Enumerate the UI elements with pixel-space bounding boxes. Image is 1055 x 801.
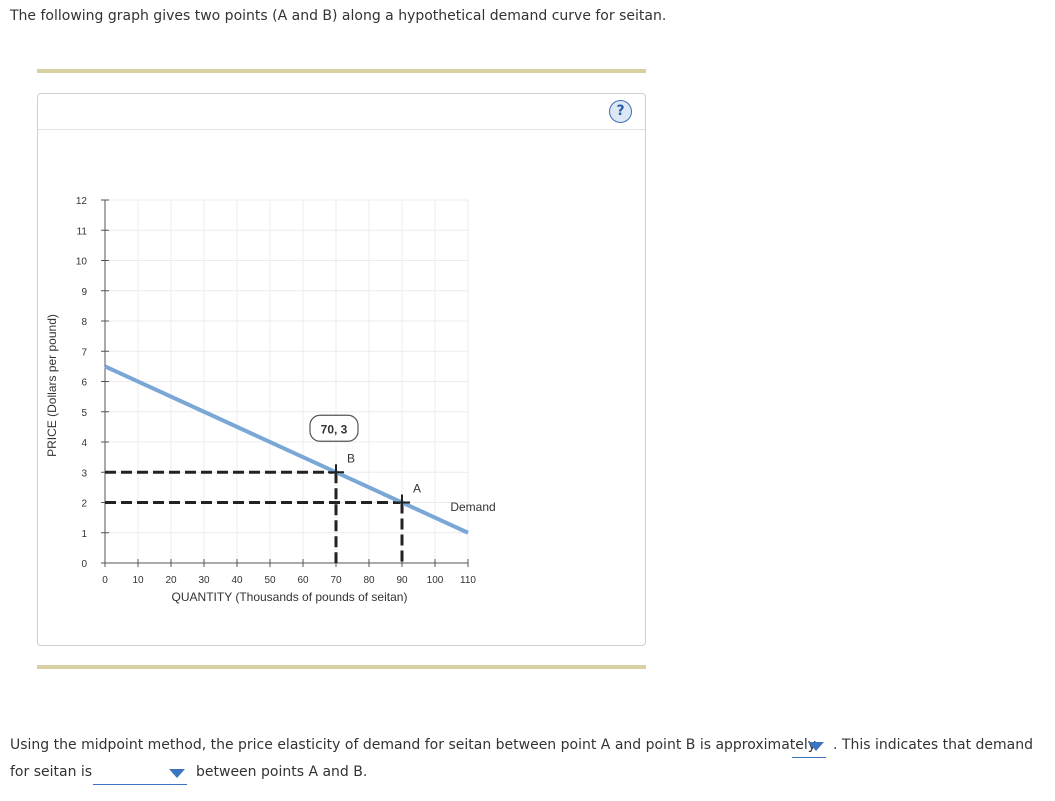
- question-line-1: Using the midpoint method, the price ela…: [10, 737, 816, 753]
- tooltip-bubble: [309, 414, 359, 442]
- elasticity-dropdown[interactable]: [792, 737, 826, 758]
- x-tick-label: 30: [198, 575, 210, 586]
- chevron-down-icon: [169, 769, 185, 778]
- tooltip-text: 70, 3: [321, 422, 348, 436]
- question-part-1: Using the midpoint method, the price ela…: [10, 737, 817, 753]
- y-tick-label: 2: [81, 499, 87, 510]
- x-tick-label: 80: [363, 575, 375, 586]
- bottom-divider: [37, 665, 646, 669]
- x-tick-label: 110: [460, 575, 476, 586]
- y-tick-label: 8: [81, 317, 87, 328]
- y-tick-label: 4: [81, 438, 87, 449]
- x-tick-label: 100: [427, 575, 444, 586]
- demand-series-line: [104, 364, 469, 535]
- chevron-down-icon: [808, 742, 824, 751]
- x-axis-title: QUANTITY (Thousands of pounds of seitan): [172, 590, 408, 604]
- x-tick-label: 90: [396, 575, 408, 586]
- series-label: Demand: [450, 500, 495, 514]
- y-tick-label: 3: [81, 468, 87, 479]
- chart-series: [104, 364, 469, 535]
- chart-points: [328, 464, 410, 511]
- y-tick-label: 5: [81, 408, 87, 419]
- help-icon[interactable]: ?: [609, 100, 632, 123]
- y-tick-label: 10: [76, 257, 88, 268]
- reference-lines: [105, 470, 404, 563]
- graph-panel-header: ?: [38, 94, 645, 130]
- y-axis-title: PRICE (Dollars per pound): [45, 314, 59, 457]
- top-divider: [37, 69, 646, 73]
- question-part-4: between points A and B.: [196, 764, 368, 780]
- x-tick-label: 60: [297, 575, 309, 586]
- chart-axes: [101, 199, 469, 567]
- intro-text: The following graph gives two points (A …: [10, 8, 667, 24]
- question-part-2: . This indicates that demand: [833, 737, 1033, 753]
- y-tick-label: 0: [81, 559, 87, 570]
- y-tick-label: 6: [81, 378, 87, 389]
- point-label: A: [413, 482, 421, 496]
- demand-type-dropdown[interactable]: [93, 764, 187, 785]
- y-tick-label: 7: [81, 347, 87, 358]
- graph-panel: ? 0 1 2 3 4 5 6 7 8 9 10 11 12 0 10 20 30 40 50 60 70 80 90 100…: [37, 93, 646, 646]
- x-tick-label: 20: [165, 575, 177, 586]
- x-tick-label: 70: [330, 575, 342, 586]
- y-tick-label: 9: [81, 287, 87, 298]
- x-tick-label: 40: [231, 575, 243, 586]
- x-tick-label: 0: [102, 575, 108, 586]
- y-tick-label: 12: [76, 196, 88, 207]
- x-tick-label: 50: [264, 575, 276, 586]
- y-tick-label: 1: [81, 529, 87, 540]
- point-label: B: [347, 451, 355, 465]
- y-tick-label: 11: [77, 226, 88, 237]
- chart-grid: [105, 199, 469, 563]
- x-tick-label: 10: [132, 575, 144, 586]
- question-part-3: for seitan is: [10, 764, 93, 780]
